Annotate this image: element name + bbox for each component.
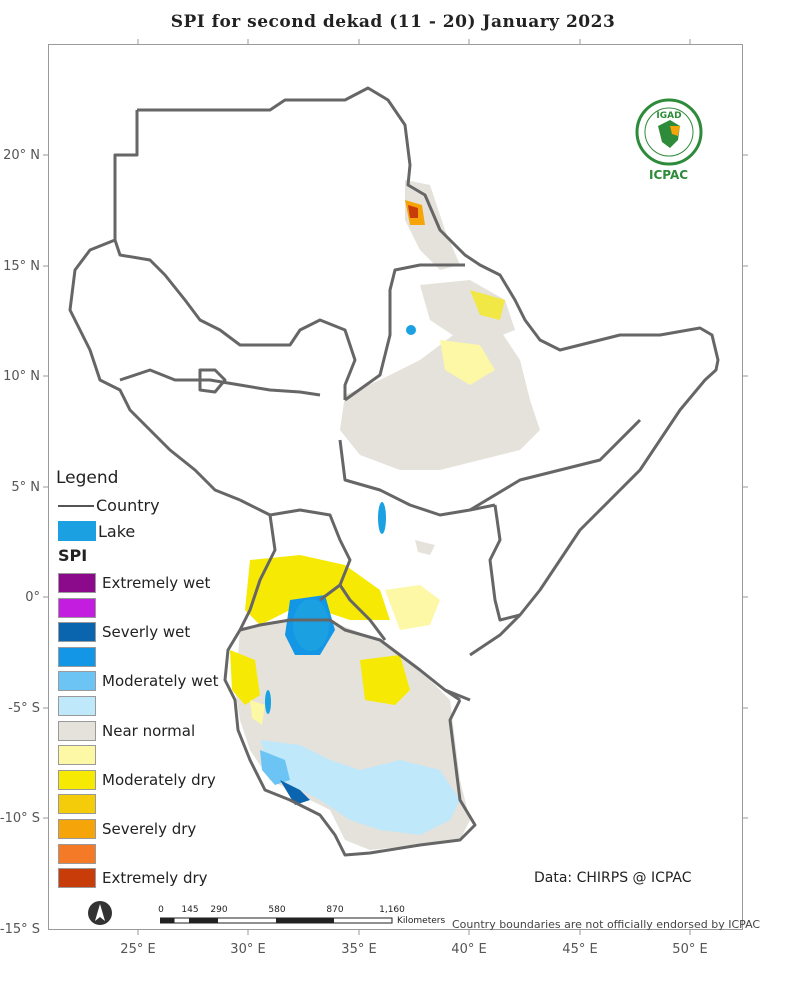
spi-swatch [58, 769, 96, 790]
map-title: SPI for second dekad (11 - 20) January 2… [170, 12, 616, 32]
data-credit: Data: CHIRPS @ ICPAC [534, 870, 692, 886]
scale-tick-1160: 1,160 [379, 905, 405, 915]
country-line-symbol [58, 504, 94, 507]
legend-country-row: Country [58, 496, 160, 515]
spi-title: SPI [58, 546, 88, 565]
legend-country-label: Country [96, 496, 160, 515]
spi-swatch-label: Severly wet [102, 623, 191, 642]
legend-lake-row: Lake [58, 521, 135, 541]
legend-lake-label: Lake [98, 521, 136, 541]
lon-label-25e: 25° E [120, 942, 156, 957]
scale-tick-290: 290 [210, 905, 228, 915]
lon-label-45e: 45° E [562, 942, 598, 957]
lat-label-5s: -5° S [8, 701, 40, 716]
spi-swatch [58, 573, 96, 593]
spi-swatch [58, 868, 96, 889]
spi-swatch-label: Moderately wet [102, 672, 219, 691]
spi-swatch-label: Severely dry [102, 820, 197, 838]
lakes [265, 325, 416, 714]
spi-swatch [58, 819, 96, 839]
spi-swatch [58, 671, 96, 692]
logo-icpac-text: ICPAC [649, 168, 689, 182]
spi-swatch [58, 794, 96, 815]
scale-tick-870: 870 [326, 905, 344, 915]
lon-label-50e: 50° E [672, 942, 708, 957]
lake-swatch [58, 521, 96, 541]
spi-swatch-label: Extremely wet [102, 574, 211, 592]
lon-label-40e: 40° E [451, 942, 487, 957]
lat-label-0: 0° [25, 590, 40, 605]
spi-swatch [58, 622, 96, 643]
scale-bar [160, 917, 393, 924]
lat-label-15n: 15° N [3, 259, 40, 274]
lat-label-15s: -15° S [0, 922, 40, 937]
lat-label-5n: 5° N [11, 480, 40, 495]
legend-title: Legend [56, 468, 119, 488]
spi-swatch [58, 843, 96, 864]
logo-igad-text: IGAD [656, 111, 681, 121]
scale-tick-0: 0 [158, 905, 164, 915]
spi-swatch-label: Near normal [102, 721, 196, 740]
lat-label-10s: -10° S [0, 811, 40, 826]
scale-tick-580: 580 [268, 905, 286, 915]
spi-swatch [58, 646, 96, 667]
spi-swatch-label: Extremely dry [102, 869, 208, 888]
lon-label-35e: 35° E [341, 942, 377, 957]
spi-kenya-region [360, 530, 445, 565]
lon-label-30e: 30° E [230, 942, 266, 957]
north-arrow-icon [88, 901, 112, 925]
icpac-logo: IGAD [635, 98, 703, 166]
country-boundaries [68, 86, 720, 857]
spi-swatch [58, 696, 96, 716]
spi-eritrea-region [405, 180, 460, 270]
scale-tick-145: 145 [181, 905, 199, 915]
disclaimer: Country boundaries are not officially en… [452, 918, 761, 931]
scale-unit: Kilometers [397, 916, 446, 926]
spi-ethiopia-region [340, 280, 540, 470]
spi-swatch [58, 720, 96, 741]
spi-swatch [58, 597, 96, 618]
lat-label-20n: 20° N [3, 148, 40, 163]
lat-label-10n: 10° N [3, 369, 40, 384]
spi-swatch [58, 745, 96, 766]
spi-swatch-label: Moderately dry [102, 770, 216, 789]
